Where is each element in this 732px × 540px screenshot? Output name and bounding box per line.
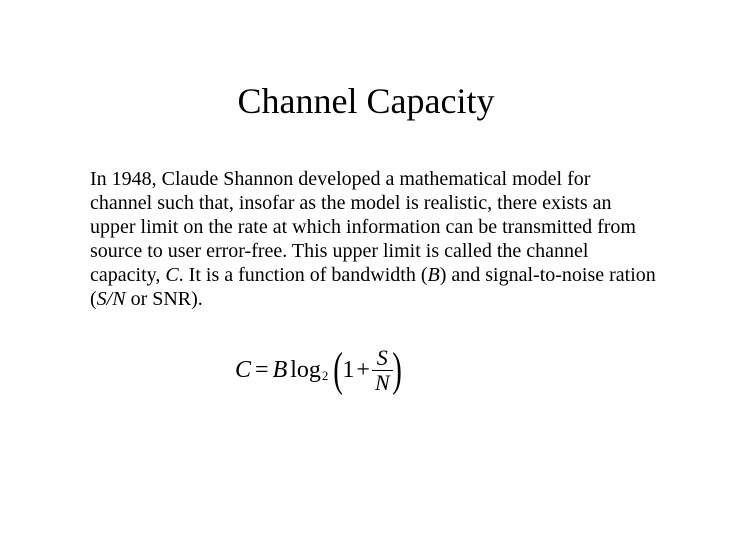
formula-C: C bbox=[235, 357, 251, 384]
var-B: B bbox=[428, 264, 440, 286]
formula-container: C = B log 2 ( 1 + S N ) bbox=[75, 346, 657, 394]
formula-rparen: ) bbox=[392, 346, 402, 394]
para-part4: or SNR). bbox=[126, 288, 203, 310]
formula-log: log bbox=[290, 357, 321, 384]
body-paragraph: In 1948, Claude Shannon developed a math… bbox=[75, 167, 657, 311]
slide-title: Channel Capacity bbox=[75, 80, 657, 122]
formula-fraction: S N bbox=[372, 347, 393, 394]
formula-one: 1 bbox=[342, 357, 354, 384]
formula-eq: = bbox=[255, 357, 269, 384]
para-part2: . It is a function of bandwidth ( bbox=[179, 264, 428, 286]
formula-B: B bbox=[273, 357, 288, 384]
formula-inner: 1 + S N bbox=[342, 347, 392, 394]
var-C: C bbox=[165, 264, 178, 286]
formula-plus: + bbox=[356, 357, 370, 384]
formula-base: 2 bbox=[322, 368, 329, 384]
shannon-formula: C = B log 2 ( 1 + S N ) bbox=[235, 346, 405, 394]
formula-N: N bbox=[372, 371, 393, 394]
formula-S: S bbox=[374, 347, 391, 370]
var-SN: S/N bbox=[97, 288, 126, 310]
formula-lparen: ( bbox=[334, 346, 344, 394]
